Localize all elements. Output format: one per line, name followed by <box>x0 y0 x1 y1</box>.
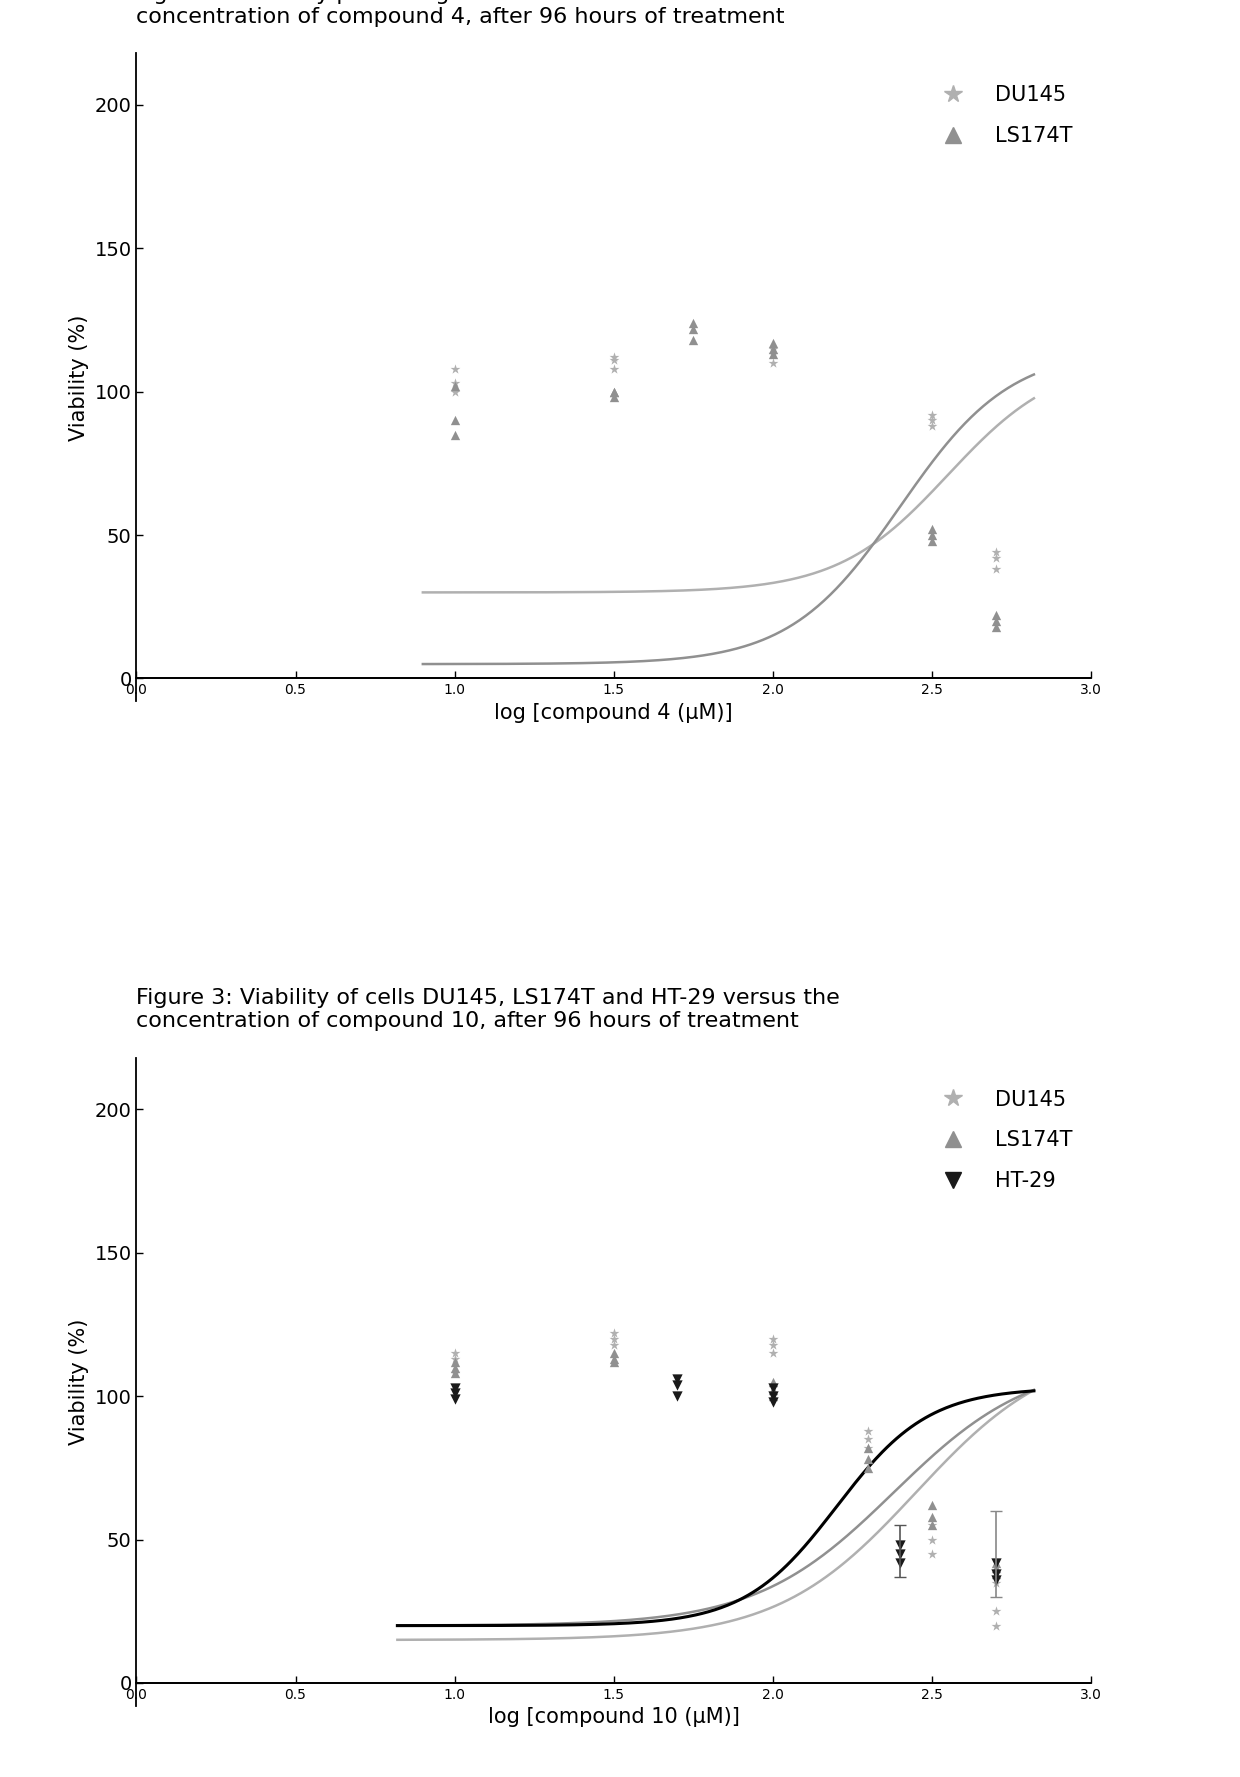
Point <box>604 343 624 371</box>
Legend: DU145, LS174T, HT-29: DU145, LS174T, HT-29 <box>924 1080 1081 1199</box>
Point <box>604 1340 624 1368</box>
Y-axis label: Viability (%): Viability (%) <box>69 315 89 441</box>
Point <box>445 377 465 405</box>
Point <box>923 407 942 435</box>
Point <box>986 1569 1006 1598</box>
Point <box>858 1445 878 1473</box>
Point <box>763 1340 782 1368</box>
Point <box>986 1548 1006 1576</box>
Point <box>986 544 1006 572</box>
Point <box>858 1454 878 1482</box>
Point <box>763 334 782 363</box>
Point <box>923 521 942 549</box>
Text: Figure 3: Viability of cells DU145, LS174T and HT-29 versus the
concentration of: Figure 3: Viability of cells DU145, LS17… <box>136 988 841 1031</box>
Point <box>683 325 703 354</box>
Point <box>763 1368 782 1397</box>
Point <box>763 329 782 357</box>
Point <box>986 1555 1006 1583</box>
Point <box>923 1525 942 1553</box>
Point <box>890 1532 910 1560</box>
Point <box>445 421 465 450</box>
Text: Figure 2: Viability percentage of cells DU145 and LS174T versus the
concentratio: Figure 2: Viability percentage of cells … <box>136 0 895 27</box>
Point <box>604 1319 624 1347</box>
Point <box>445 407 465 435</box>
Point <box>923 526 942 554</box>
X-axis label: log [compound 10 (μM)]: log [compound 10 (μM)] <box>487 1708 740 1727</box>
Point <box>604 347 624 375</box>
Point <box>763 339 782 368</box>
Point <box>445 1359 465 1388</box>
Point <box>445 1384 465 1413</box>
Point <box>604 1347 624 1375</box>
Point <box>667 1383 687 1411</box>
Point <box>923 1539 942 1567</box>
Point <box>445 355 465 384</box>
Point <box>445 1359 465 1388</box>
Point <box>445 1340 465 1368</box>
Point <box>763 1324 782 1352</box>
Point <box>763 334 782 363</box>
Point <box>445 1345 465 1374</box>
Point <box>604 1345 624 1374</box>
Point <box>604 377 624 405</box>
Point <box>858 1416 878 1445</box>
Point <box>923 1510 942 1539</box>
Point <box>986 1598 1006 1626</box>
Point <box>923 412 942 441</box>
Point <box>923 1502 942 1530</box>
Point <box>923 1510 942 1539</box>
Point <box>763 1374 782 1402</box>
Point <box>763 1383 782 1411</box>
Point <box>667 1370 687 1398</box>
Point <box>858 1425 878 1454</box>
Point <box>763 348 782 377</box>
Point <box>763 1388 782 1416</box>
Point <box>923 400 942 428</box>
Point <box>604 384 624 412</box>
Point <box>890 1539 910 1567</box>
Point <box>683 315 703 343</box>
Point <box>986 1560 1006 1589</box>
Point <box>986 538 1006 567</box>
Point <box>986 608 1006 636</box>
Point <box>604 377 624 405</box>
Point <box>604 1331 624 1359</box>
Point <box>445 1347 465 1375</box>
Point <box>986 1560 1006 1589</box>
Point <box>986 1566 1006 1594</box>
Point <box>667 1365 687 1393</box>
Point <box>445 370 465 398</box>
X-axis label: log [compound 4 (μM)]: log [compound 4 (μM)] <box>495 704 733 723</box>
Point <box>604 355 624 384</box>
Point <box>986 1612 1006 1640</box>
Point <box>986 1548 1006 1576</box>
Point <box>986 554 1006 583</box>
Point <box>923 1491 942 1519</box>
Point <box>986 601 1006 629</box>
Point <box>763 1331 782 1359</box>
Y-axis label: Viability (%): Viability (%) <box>69 1319 89 1445</box>
Point <box>763 1375 782 1404</box>
Point <box>986 613 1006 641</box>
Point <box>858 1434 878 1462</box>
Point <box>763 339 782 368</box>
Point <box>445 371 465 400</box>
Point <box>445 1374 465 1402</box>
Point <box>923 515 942 544</box>
Point <box>445 1379 465 1407</box>
Point <box>683 309 703 338</box>
Legend: DU145, LS174T: DU145, LS174T <box>924 76 1081 155</box>
Point <box>890 1548 910 1576</box>
Point <box>858 1434 878 1462</box>
Point <box>604 1324 624 1352</box>
Point <box>763 1383 782 1411</box>
Point <box>445 1354 465 1383</box>
